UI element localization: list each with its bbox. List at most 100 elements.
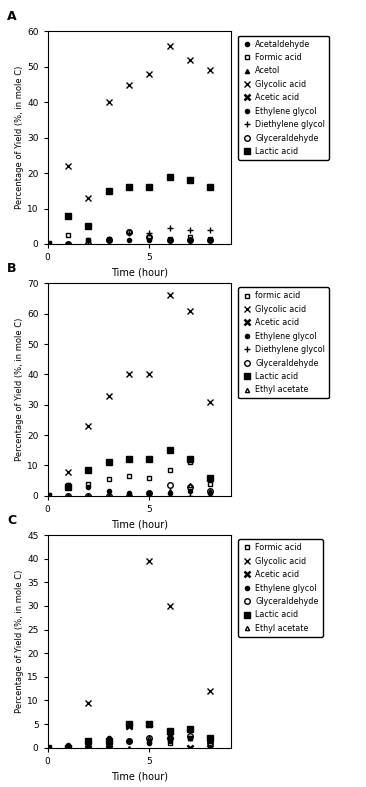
Glyceraldehyde	[66, 743, 70, 752]
Formic acid	[66, 231, 70, 240]
Line: Diethylene glycol: Diethylene glycol	[65, 490, 213, 499]
Ethylene glycol	[127, 236, 131, 246]
Ethylene glycol	[188, 236, 192, 246]
Line: Glycolic acid: Glycolic acid	[65, 558, 213, 751]
Ethylene glycol	[188, 486, 192, 496]
Ethylene glycol	[167, 488, 172, 497]
Glyceraldehyde	[188, 482, 192, 491]
Ethyl acetate	[167, 486, 172, 496]
Y-axis label: Percentage of Yield (%, in mole C): Percentage of Yield (%, in mole C)	[15, 318, 24, 461]
Formic acid	[127, 227, 131, 236]
Lactic acid	[107, 736, 111, 745]
Line: Formic acid: Formic acid	[66, 736, 212, 750]
Lactic acid	[86, 465, 90, 475]
Glycolic acid	[86, 421, 90, 430]
Ethylene glycol	[208, 736, 212, 745]
Lactic acid	[66, 482, 70, 491]
Ethylene glycol	[147, 236, 152, 246]
Lactic acid	[45, 239, 50, 249]
Glycolic acid	[188, 743, 192, 752]
Ethyl acetate	[66, 743, 70, 752]
Lactic acid	[208, 733, 212, 743]
Glycolic acid	[66, 161, 70, 171]
Formic acid	[167, 738, 172, 748]
Glycolic acid	[188, 306, 192, 316]
Formic acid	[208, 234, 212, 243]
Acetic acid	[127, 722, 131, 731]
Ethylene glycol	[66, 741, 70, 750]
Glycolic acid	[188, 55, 192, 65]
Lactic acid	[147, 719, 152, 729]
Ethylene glycol	[147, 738, 152, 748]
Glyceraldehyde	[86, 743, 90, 752]
Glyceraldehyde	[66, 491, 70, 501]
Ethylene glycol	[86, 482, 90, 491]
Lactic acid	[147, 455, 152, 464]
Lactic acid	[167, 172, 172, 182]
Line: Ethyl acetate: Ethyl acetate	[66, 736, 212, 750]
Diethylene glycol	[147, 488, 152, 497]
formic acid	[147, 473, 152, 482]
formic acid	[107, 475, 111, 484]
Glycolic acid	[107, 98, 111, 107]
Ethylene glycol	[107, 486, 111, 496]
Glycolic acid	[167, 290, 172, 300]
Ethylene glycol	[208, 236, 212, 246]
formic acid	[66, 480, 70, 490]
Ethylene glycol	[66, 239, 70, 249]
Acetic acid	[147, 719, 152, 729]
Glyceraldehyde	[167, 236, 172, 246]
Formic acid	[107, 743, 111, 752]
Line: Diethylene glycol: Diethylene glycol	[65, 225, 213, 247]
Glycolic acid	[167, 601, 172, 611]
Legend: Acetaldehyde, Formic acid, Acetol, Glycolic acid, Acetic acid, Ethylene glycol, : Acetaldehyde, Formic acid, Acetol, Glyco…	[238, 35, 329, 160]
Text: A: A	[7, 10, 17, 23]
Formic acid	[147, 232, 152, 242]
Ethylene glycol	[188, 733, 192, 743]
Lactic acid	[45, 491, 50, 501]
Ethylene glycol	[167, 236, 172, 246]
Glycolic acid	[208, 66, 212, 76]
Glyceraldehyde	[107, 743, 111, 752]
Lactic acid	[127, 455, 131, 464]
X-axis label: Time (hour): Time (hour)	[111, 268, 168, 278]
X-axis label: Time (hour): Time (hour)	[111, 771, 168, 781]
Ethylene glycol	[86, 236, 90, 246]
Glyceraldehyde	[208, 236, 212, 246]
Diethylene glycol	[188, 225, 192, 235]
formic acid	[127, 471, 131, 481]
Line: Formic acid: Formic acid	[66, 230, 212, 242]
Diethylene glycol	[86, 491, 90, 501]
Ethyl acetate	[86, 491, 90, 501]
Ethyl acetate	[107, 743, 111, 752]
Acetic acid	[167, 731, 172, 741]
Lactic acid	[66, 743, 70, 752]
Glycolic acid	[66, 467, 70, 476]
Glycolic acid	[107, 391, 111, 401]
Glyceraldehyde	[86, 491, 90, 501]
Glyceraldehyde	[127, 491, 131, 501]
Line: Lactic acid: Lactic acid	[45, 448, 213, 499]
Glyceraldehyde	[107, 236, 111, 246]
Formic acid	[86, 743, 90, 752]
Glyceraldehyde	[107, 491, 111, 501]
Line: Acetic acid: Acetic acid	[65, 721, 213, 751]
Line: Lactic acid: Lactic acid	[45, 174, 213, 247]
Ethyl acetate	[208, 486, 212, 496]
Acetic acid	[188, 743, 192, 752]
Ethyl acetate	[66, 491, 70, 501]
Diethylene glycol	[107, 234, 111, 243]
Lactic acid	[147, 183, 152, 192]
Lactic acid	[107, 458, 111, 467]
Acetic acid	[86, 743, 90, 752]
Glyceraldehyde	[188, 731, 192, 741]
Formic acid	[66, 743, 70, 752]
Glyceraldehyde	[66, 239, 70, 249]
Glyceraldehyde	[127, 736, 131, 745]
formic acid	[167, 465, 172, 475]
Diethylene glycol	[107, 491, 111, 501]
Glycolic acid	[167, 41, 172, 50]
Formic acid	[107, 234, 111, 243]
Diethylene glycol	[66, 239, 70, 249]
Glycolic acid	[147, 556, 152, 566]
